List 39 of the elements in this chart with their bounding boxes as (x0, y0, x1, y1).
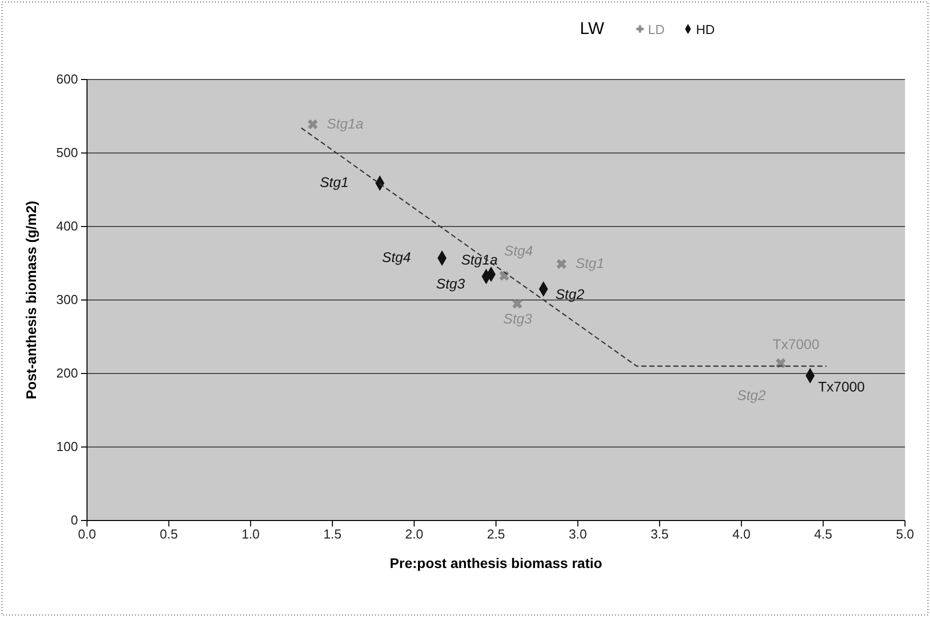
x-tick-label: 4.5 (814, 526, 832, 542)
y-tick-label: 500 (56, 145, 78, 160)
annotation: Stg2 (737, 387, 766, 403)
y-tick-label: 300 (56, 292, 78, 308)
annotation: Stg4 (504, 242, 534, 259)
y-tick-label: 0 (70, 512, 78, 528)
annotation: Tx7000 (818, 378, 866, 395)
x-tick-label: 0.5 (160, 526, 178, 542)
annotation: Stg1a (461, 251, 498, 268)
point (308, 119, 318, 130)
annotation: Stg4 (382, 249, 412, 266)
y-tick-label: 200 (56, 366, 78, 381)
annotation: Stg1 (575, 254, 604, 271)
annotation: Stg1 (320, 174, 349, 190)
x-tick-label: 3.0 (568, 526, 587, 542)
y-axis-title: Post-anthesis biomass (g/m2) (23, 200, 39, 400)
x-tick-label: 2.5 (486, 526, 506, 542)
annotation: Stg3 (436, 275, 466, 292)
point (512, 298, 522, 309)
x-tick-label: 3.5 (650, 526, 669, 542)
x-tick-label: 1.0 (242, 526, 260, 542)
annotation: Stg2 (555, 286, 584, 302)
y-tick-label: 100 (56, 439, 78, 454)
legend-label: HD (696, 22, 715, 37)
y-tick-label: 600 (56, 72, 78, 87)
point (499, 270, 510, 281)
legend-label: LD (648, 22, 665, 37)
y-tick-label: 400 (56, 218, 78, 234)
annotation: Stg1a (326, 115, 364, 132)
annotation: Stg3 (503, 310, 532, 327)
point (556, 259, 566, 269)
x-tick-label: 0.0 (78, 526, 96, 542)
x-tick-label: 4.0 (732, 526, 750, 542)
x-tick-label: 2.0 (405, 526, 424, 542)
x-axis-title: Pre:post anthesis biomass ratio (390, 555, 602, 571)
annotation: Tx7000 (772, 336, 820, 352)
chart-title: LW (580, 19, 604, 38)
x-tick-label: 5.0 (896, 526, 914, 542)
x-tick-label: 1.5 (323, 526, 342, 542)
